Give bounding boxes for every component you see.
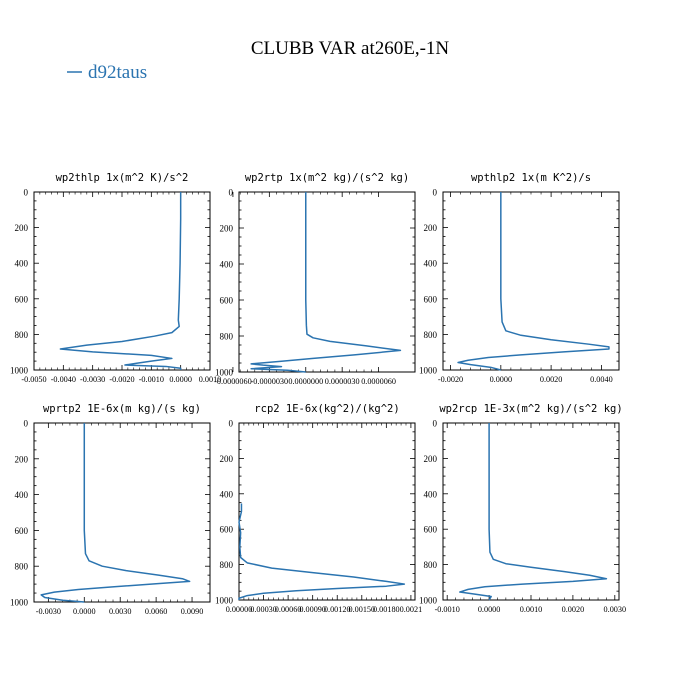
x-tick-label: 0.00150 [348,605,375,614]
y-tick-label: 200 [424,454,438,464]
x-tick-label: -0.0000030 [251,377,289,386]
y-tick-label: 800 [15,330,29,340]
x-tick-label: 0.0000060 [361,377,396,386]
y-tick-label: 1000 [215,368,234,378]
chart-panel: wp2rtp 1x(m^2 kg)/(s^2 kg) 0 200 400 600 800 1… [214,172,416,386]
y-tick-label: 0 [229,419,234,429]
y-tick-label: 1000 [419,366,438,376]
x-tick-label: -0.0000060 [214,377,252,386]
y-tick-label: 0 [433,188,438,198]
y-tick-label: 800 [424,560,438,570]
y-tick-label: 1000 [10,598,29,608]
x-tick-label: 0.0090 [181,607,204,616]
x-tick-label: 0.0010 [199,375,222,384]
y-tick-label: 0 [24,419,29,429]
plot-title: wp2thlp 1x(m^2 K)/s^2 [56,172,189,184]
x-tick-label: 0.00030 [250,605,277,614]
chart-panel: wprtp2 1E-6x(m kg)/(s kg) 0 200 400 600 800 10… [10,403,211,616]
plot-title: wprtp2 1E-6x(m kg)/(s kg) [43,403,201,415]
x-tick-label: 0.00120 [324,605,351,614]
y-tick-label: 400 [220,260,234,270]
y-tick-label: 400 [15,259,29,269]
y-tick-label: 1000 [10,366,29,376]
chart-panel: wpthlp2 1x(m K^2)/s 0 200 400 600 800 1000-0.0… [419,172,620,384]
y-tick-label: 200 [15,454,29,464]
y-tick-label: 600 [424,294,438,304]
y-tick-label: 600 [15,526,29,536]
y-tick-label: 800 [15,562,29,572]
series-line [40,423,191,603]
x-tick-label: -0.0040 [51,375,76,384]
chart-panel: wp2thlp 1x(m^2 K)/s^202004006008001000-0… [10,172,221,384]
y-tick-label: 0 [229,188,234,198]
x-tick-label: 0.0040 [590,375,613,384]
x-tick-label: 0.0000030 [325,377,360,386]
y-tick-label: 200 [424,223,438,233]
y-tick-label: 600 [424,525,438,535]
x-tick-label: 0.0000 [490,375,513,384]
plot-frame [442,191,620,371]
y-tick-label: 0 [24,188,29,198]
plot-title: wp2rtp 1x(m^2 kg)/(s^2 kg) [245,172,409,184]
series-line [459,423,608,601]
series-line [457,192,610,371]
y-tick-label: 800 [220,560,234,570]
x-tick-label: -0.0020 [109,375,134,384]
y-tick-label: 200 [220,454,234,464]
y-tick-label: 800 [424,330,438,340]
y-tick-label: 400 [424,489,438,499]
y-tick-label: 600 [15,294,29,304]
y-tick-label: 600 [220,525,234,535]
plot-title: rcp2 1E-6x(kg^2)/(kg^2) [254,403,399,415]
plot-frame [442,422,620,601]
x-tick-label: 0.00180 [373,605,400,614]
x-tick-label: 0.0010 [520,605,543,614]
y-tick-label: 800 [220,332,234,342]
chart-panel: rcp2 1E-6x(kg^2)/(kg^2) 0 200 400 600 800 1000… [215,403,422,614]
x-tick-label: -0.0050 [21,375,46,384]
x-tick-label: -0.0030 [36,607,61,616]
y-tick-label: 1000 [215,596,234,606]
y-tick-label: 400 [15,490,29,500]
x-tick-label: 0.0030 [604,605,627,614]
x-tick-label: 0.0030 [109,607,132,616]
x-tick-label: 0.00060 [275,605,302,614]
x-tick-label: 0.0021 [400,605,423,614]
x-tick-label: 0.00000 [226,605,253,614]
series-line [238,503,406,600]
y-tick-label: 400 [424,259,438,269]
y-tick-label: 0 [433,419,438,429]
plot-frame [33,422,211,603]
x-tick-label: 0.0000 [478,605,501,614]
y-tick-label: 200 [220,224,234,234]
figure-title: CLUBB VAR at260E,-1N [251,38,450,59]
plot-title: wpthlp2 1x(m K^2)/s [471,172,591,184]
x-tick-label: 0.0000 [169,375,192,384]
x-tick-label: -0.0010 [435,605,460,614]
chart-panel: wp2rcp 1E-3x(m^2 kg)/(s^2 kg)0 200 400 600 8… [419,403,626,614]
chart-panels: wp2thlp 1x(m^2 K)/s^202004006008001000-0… [10,172,626,616]
y-tick-label: 200 [15,223,29,233]
x-tick-label: 0.0000 [73,607,96,616]
x-tick-label: 0.0020 [562,605,585,614]
x-tick-label: 0.0060 [145,607,168,616]
x-tick-label: -0.0030 [80,375,105,384]
x-tick-label: -0.0010 [139,375,164,384]
x-tick-label: -0.0020 [438,375,463,384]
y-tick-label: 400 [220,489,234,499]
legend-label: d92taus [88,62,147,83]
y-tick-label: 1000 [419,596,438,606]
legend: d92taus [67,62,147,83]
x-tick-label: 0.0020 [540,375,563,384]
plot-frame [33,191,211,371]
plot-title: wp2rcp 1E-3x(m^2 kg)/(s^2 kg) [439,403,622,415]
plot-frame [238,191,416,373]
y-tick-label: 600 [220,296,234,306]
series-line [59,192,182,370]
series-line [250,192,402,373]
x-tick-label: 0.00090 [299,605,326,614]
x-tick-label: 0.0000000 [288,377,323,386]
